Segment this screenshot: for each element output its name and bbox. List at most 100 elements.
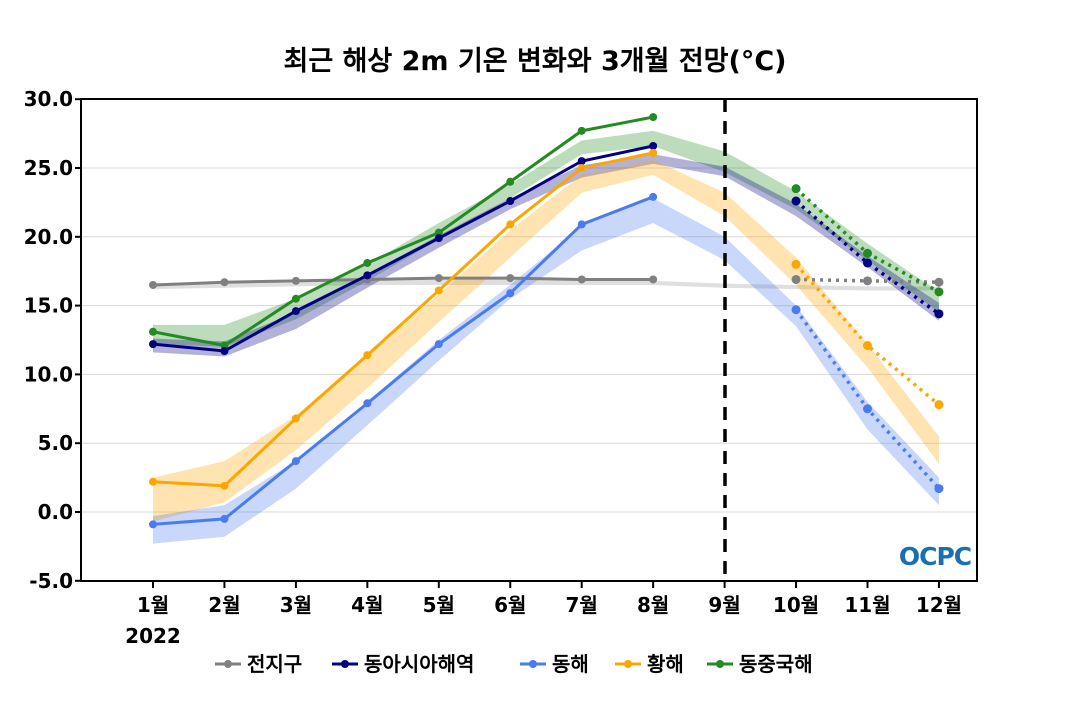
observed-point [149,520,157,529]
y-tick-label: 20.0 [24,225,73,249]
ocpc-logo: OCPC [899,542,972,571]
observed-point [149,280,157,289]
forecast-point [791,274,801,284]
forecast-point [934,287,944,297]
observed-line-3 [152,151,654,488]
observed-line-0 [152,276,654,287]
forecast-line-1 [794,199,940,316]
range-band-4 [153,130,939,347]
legend-marker [716,660,724,668]
observed-point [363,351,372,360]
observed-line-1 [152,144,654,353]
observed-point [434,228,443,237]
x-tick-label: 12월 [916,593,962,617]
y-tick-label: 0.0 [38,500,73,524]
x-tick-label: 8월 [637,593,669,617]
y-tick-label: -5.0 [29,569,73,593]
plot-frame [80,98,978,582]
observed-point [506,177,515,186]
legend-label: 황해 [647,652,684,676]
observed-point [220,481,229,490]
forecast-point [791,196,801,206]
observed-point [506,220,515,229]
observed-point [363,399,372,408]
observed-line-2 [152,195,654,526]
observed-point [649,148,658,157]
observed-point [220,278,229,287]
legend-marker [624,660,632,668]
observed-point [649,275,658,284]
year-label: 2022 [125,624,181,648]
chart-title: 최근 해상 2m 기온 변화와 3개월 전망(°C) [283,46,786,77]
legend-label: 전지구 [247,652,302,676]
legend-marker [224,660,232,668]
observed-point [434,340,443,349]
observed-point [149,340,157,349]
observed-point [291,414,300,423]
forecast-point [863,276,872,286]
observed-point [363,271,372,280]
legend: 전지구 동아시아해역 동해 황해 동중국해 [215,652,813,676]
x-tick-label: 10월 [773,593,819,617]
forecast-point [934,400,944,410]
y-tick-label: 15.0 [24,294,73,318]
observed-point [434,274,443,283]
observed-point [434,286,443,295]
observed-line-4 [152,115,654,348]
observed-point [506,197,515,206]
x-tick-label: 9월 [708,593,740,617]
forecast-point [791,259,801,269]
legend-label: 동아시아해역 [364,652,474,676]
observed-point [577,126,586,135]
observed-point [149,327,157,336]
observed-point [649,192,658,201]
range-band-2 [153,198,939,544]
y-tick-label: 10.0 [24,362,73,386]
forecast-point [863,404,872,414]
observed-point [363,258,372,267]
observed-point [220,514,229,523]
observed-point [649,113,658,122]
observed-point [577,157,586,166]
legend-marker [341,660,349,668]
svg-text:OCPC: OCPC [899,542,971,571]
observed-point [577,275,586,284]
observed-point [291,307,300,316]
x-tick-label: 5월 [423,593,455,617]
forecast-point [791,305,801,315]
forecast-point [863,341,872,351]
forecast-point [863,248,872,258]
forecast-line-3 [794,263,941,407]
forecast-point [934,277,944,287]
x-tick-label: 6월 [494,593,526,617]
y-tick-label: 30.0 [24,87,73,111]
observed-point [506,274,515,283]
range-band-3 [153,159,939,522]
observed-point [220,341,229,350]
observed-point [506,289,515,298]
observed-point [577,164,586,172]
x-tick-label: 11월 [844,593,890,617]
observed-point [149,477,157,486]
observed-point [220,347,229,356]
x-tick-label: 3월 [280,593,312,617]
forecast-point [791,184,801,194]
legend-marker [529,660,537,668]
x-tick-label: 1월 [137,593,169,617]
observed-point [291,457,300,466]
observed-point [577,220,586,229]
forecast-point [934,309,944,319]
x-tick-label: 4월 [351,593,383,617]
observed-point [649,141,658,150]
forecast-point [863,258,872,268]
x-tick-label: 2월 [208,593,240,617]
y-tick-label: 25.0 [24,156,73,180]
observed-point [434,234,443,243]
observed-point [291,294,300,303]
forecast-point [934,484,944,494]
x-tick-label: 7월 [566,593,598,617]
range-band-0 [153,279,939,291]
observed-point [291,276,300,285]
legend-label: 동중국해 [739,652,813,676]
